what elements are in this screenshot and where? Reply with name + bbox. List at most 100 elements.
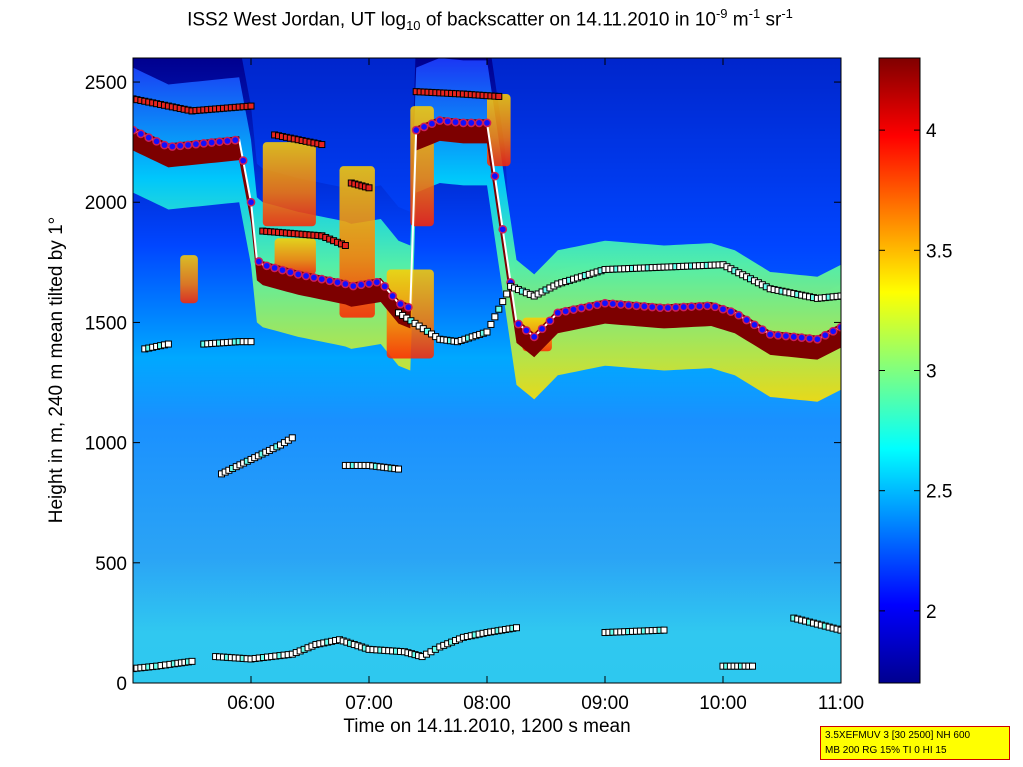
profile-dot <box>553 308 563 318</box>
profile-dot <box>278 265 287 275</box>
colorbar-tick-label: 3.5 <box>926 241 952 262</box>
profile-dot <box>325 276 335 286</box>
profile-dot <box>246 197 256 207</box>
upper-air-region <box>133 58 841 296</box>
profile-dot <box>459 118 468 128</box>
marker <box>837 626 841 634</box>
profile-dot <box>529 332 539 342</box>
colorbar-tick-label: 2 <box>926 602 937 623</box>
marker-red <box>247 102 255 110</box>
profile-dot <box>207 138 217 147</box>
profile-dot <box>561 306 571 316</box>
chart-title: ISS2 West Jordan, UT log10 of backscatte… <box>0 6 980 33</box>
profile-dot <box>435 116 445 125</box>
y-tick-label: 2500 <box>85 73 127 94</box>
title-exponent-3: -1 <box>781 6 793 21</box>
marker <box>491 313 499 321</box>
profile-dot <box>254 257 264 266</box>
profile-dot <box>679 302 689 312</box>
profile-dot <box>624 300 633 310</box>
x-tick-label: 09:00 <box>581 693 629 714</box>
colorbar <box>879 58 920 683</box>
marker <box>503 290 511 298</box>
profile-dot <box>341 279 350 289</box>
profile-dot <box>608 299 618 309</box>
profile-dot <box>160 140 169 150</box>
marker-tracks <box>133 88 841 673</box>
profile-dot <box>309 273 319 282</box>
profile-dot <box>710 302 720 312</box>
profile-dot <box>356 280 366 290</box>
title-unit-1: m <box>727 9 749 31</box>
profile-dot <box>427 119 437 129</box>
profile-dot <box>293 269 303 279</box>
profile-dot <box>411 125 421 135</box>
x-tick-label: 11:00 <box>818 693 864 714</box>
profile-dot <box>521 326 531 335</box>
info-line-1: 3.5XEFMUV 3 [30 2500] NH 600 <box>825 730 971 741</box>
profile-dot <box>789 332 799 342</box>
profile-dot <box>545 316 555 326</box>
profile-dot <box>372 277 382 287</box>
profile-dot <box>687 302 696 311</box>
profile-dot <box>671 303 681 312</box>
marker <box>247 338 255 346</box>
profile-dot <box>285 267 295 277</box>
marker <box>837 292 841 300</box>
colorbar-tick-label: 2.5 <box>926 482 952 503</box>
profile-dot <box>805 334 814 343</box>
plume-patch <box>339 166 375 318</box>
profile-dot <box>813 334 822 344</box>
profile-dot <box>537 324 547 334</box>
profile-dot <box>133 125 138 135</box>
profile-dot <box>136 129 146 139</box>
title-unit-2: sr <box>760 9 782 31</box>
marker <box>188 657 196 665</box>
plume-patch <box>274 238 316 275</box>
profile-dot <box>144 133 154 142</box>
marker <box>660 626 668 634</box>
profile-dot <box>797 333 807 342</box>
profile-dot <box>175 141 185 151</box>
profile-dot <box>742 315 751 325</box>
profile-dot <box>702 301 712 311</box>
colorbar-axis: 2 2.5 3 3.5 4 <box>879 121 952 623</box>
y-tick-label: 0 <box>116 674 127 695</box>
marker-red <box>318 141 326 149</box>
profile-dot <box>364 279 374 288</box>
profile-dot <box>333 278 342 287</box>
profile-dot <box>592 300 602 310</box>
marker <box>513 624 520 632</box>
profile-dot <box>466 118 476 128</box>
profile-dot <box>403 302 413 312</box>
marker <box>495 305 503 313</box>
profile-dot <box>514 319 523 329</box>
profile-dot <box>600 298 610 308</box>
profile-dot <box>569 305 578 314</box>
x-axis-label: Time on 14.11.2010, 1200 s mean <box>343 716 631 737</box>
profile-dot <box>270 263 279 273</box>
profile-dot <box>726 307 736 316</box>
y-tick-label: 1500 <box>85 313 127 334</box>
title-prefix: ISS2 West Jordan, UT log <box>187 9 407 31</box>
colorbar-tick-label: 3 <box>926 362 937 383</box>
profile-dot <box>317 274 327 284</box>
title-middle: of backscatter on 14.11.2010 in 10 <box>420 9 716 31</box>
boundary-profile-dots <box>133 116 841 344</box>
x-tick-label: 07:00 <box>345 693 393 714</box>
marker <box>483 328 491 336</box>
profile-dot <box>765 330 775 339</box>
settings-info-box: 3.5XEFMUV 3 [30 2500] NH 600 MB 200 RG 1… <box>820 726 1010 760</box>
marker <box>288 434 296 442</box>
y-tick-label: 500 <box>95 554 127 575</box>
x-tick-label: 10:00 <box>699 693 747 714</box>
profile-dot <box>718 304 728 314</box>
profile-dot <box>451 117 460 127</box>
profile-dot <box>655 303 665 313</box>
profile-dot <box>183 140 193 150</box>
profile-dot <box>616 300 626 309</box>
profile-dot <box>191 139 201 149</box>
axes: 06:00 07:00 08:00 09:00 10:00 11:00 0 500 1000 15… <box>85 58 864 714</box>
profile-dot <box>639 302 649 311</box>
